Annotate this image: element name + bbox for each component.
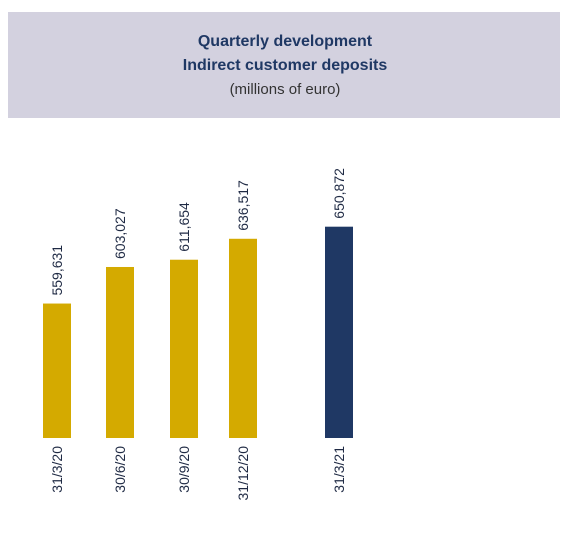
value-label: 611,654: [176, 202, 192, 252]
x-tick-label: 31/12/20: [235, 446, 251, 501]
chart-subtitle: Indirect customer deposits: [183, 57, 388, 74]
x-tick-label: 31/3/21: [331, 446, 347, 493]
bar: [106, 266, 134, 438]
bar: [170, 259, 198, 438]
bar: [43, 303, 71, 438]
value-label: 559,631: [49, 245, 65, 296]
value-label: 636,517: [235, 180, 251, 231]
bar: [229, 238, 257, 438]
header-box: [8, 12, 560, 118]
value-label: 603,027: [112, 208, 128, 259]
x-tick-label: 31/3/20: [49, 446, 65, 493]
x-tick-label: 30/6/20: [112, 446, 128, 493]
bar: [325, 226, 353, 438]
x-tick-label: 30/9/20: [176, 446, 192, 493]
chart-note: (millions of euro): [230, 81, 341, 98]
chart-title: Quarterly development: [198, 33, 373, 50]
value-label: 650,872: [331, 168, 347, 219]
